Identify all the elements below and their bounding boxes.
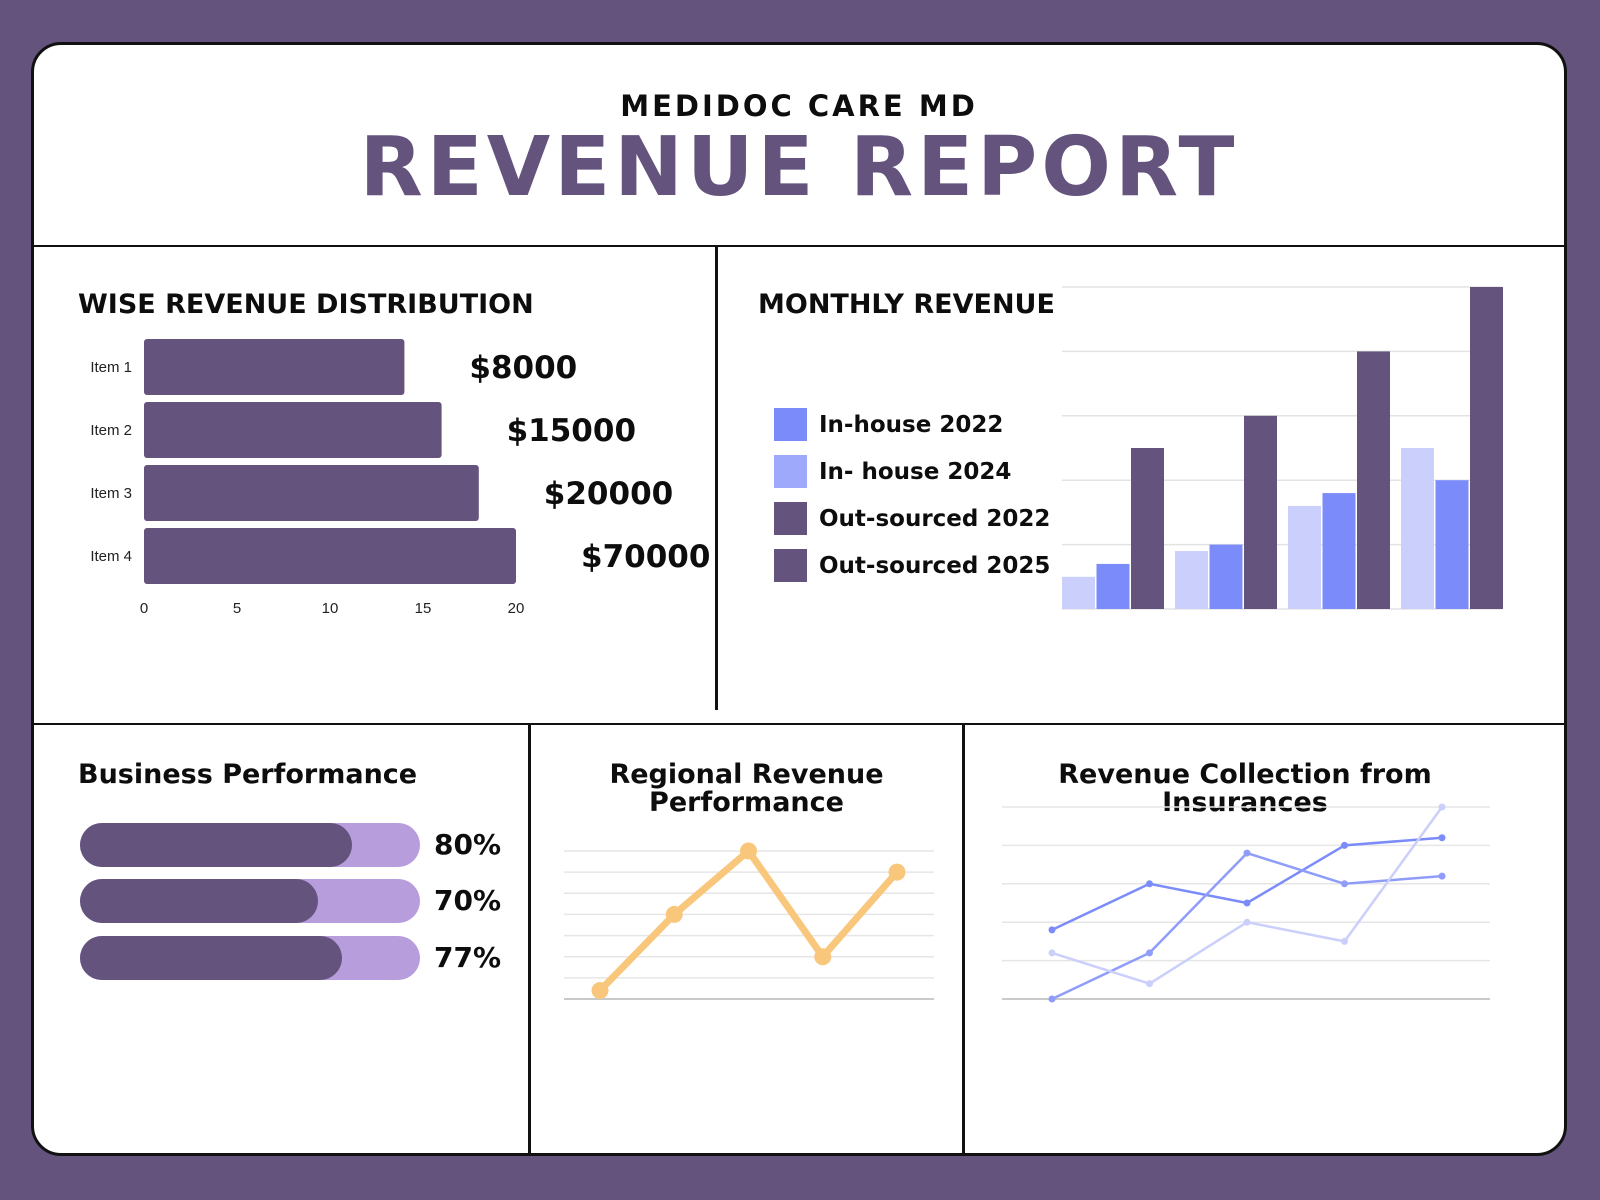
data-point <box>1243 849 1251 857</box>
data-point <box>1146 880 1153 888</box>
legend-label: Out-sourced 2025 <box>819 552 1051 579</box>
data-point <box>1341 880 1348 888</box>
legend-item: In-house 2022 <box>774 401 1050 448</box>
data-point <box>1438 803 1446 811</box>
progress-bar <box>80 879 420 923</box>
data-point <box>1341 841 1348 849</box>
series-line <box>1051 851 1443 1001</box>
data-point <box>1048 926 1056 934</box>
top-column-divider <box>715 246 718 710</box>
company-name: MEDIDOC CARE MD <box>620 89 978 123</box>
progress-label: 77% <box>434 941 502 974</box>
tick-label: 10 <box>322 600 339 617</box>
tick-label: 5 <box>233 600 241 617</box>
data-point <box>1243 918 1251 926</box>
bar <box>144 402 442 458</box>
insurance-title-line1: Revenue Collection from <box>1058 759 1432 790</box>
data-point <box>888 863 906 881</box>
data-point <box>1341 937 1348 945</box>
bar <box>1062 576 1095 609</box>
insurance-title-line2: Insurances <box>1162 787 1328 818</box>
progress-label: 80% <box>434 828 502 861</box>
bar <box>1175 551 1208 609</box>
bar <box>1131 448 1164 609</box>
data-point <box>1438 872 1446 880</box>
legend-swatch <box>774 549 807 582</box>
middle-divider <box>34 723 1564 725</box>
monthly-title: MONTHLY REVENUE <box>758 289 1055 320</box>
bar <box>144 465 479 521</box>
regional-title-line2: Performance <box>649 787 844 818</box>
legend-swatch <box>774 455 807 488</box>
progress-fill <box>80 879 318 923</box>
legend-item: Out-sourced 2025 <box>774 542 1050 589</box>
bar <box>144 528 516 584</box>
tick-label: 20 <box>508 600 525 617</box>
regional-title: Regional Revenue Performance <box>531 761 962 817</box>
data-label: $8000 <box>469 350 577 386</box>
bar <box>1096 563 1130 609</box>
report-header: MEDIDOC CARE MD REVENUE REPORT <box>34 45 1564 251</box>
data-point <box>665 905 683 923</box>
legend-label: Out-sourced 2022 <box>819 505 1051 532</box>
legend-swatch <box>774 408 807 441</box>
distribution-chart: Item 1 $8000 Item 2 $15000 Item 3 $20000 Item … <box>90 339 710 617</box>
report-title: REVENUE REPORT <box>359 120 1239 215</box>
category-label: Item 3 <box>90 485 132 502</box>
bar <box>1470 287 1503 609</box>
series-line <box>1051 806 1444 985</box>
header-divider <box>34 245 1564 247</box>
data-label: $20000 <box>544 476 673 512</box>
data-point <box>1048 995 1056 1003</box>
data-point <box>591 982 609 1000</box>
bar <box>1322 493 1356 609</box>
data-point <box>1243 899 1251 907</box>
category-label: Item 4 <box>90 548 132 565</box>
legend-label: In-house 2022 <box>819 411 1004 438</box>
report-card: MEDIDOC CARE MD REVENUE REPORT WISE REVE… <box>31 42 1567 1156</box>
data-label: $70000 <box>581 539 710 575</box>
distribution-title: WISE REVENUE DISTRIBUTION <box>78 289 534 320</box>
data-point <box>814 948 832 966</box>
bar <box>1401 448 1434 609</box>
progress-fill <box>80 936 342 980</box>
monthly-legend: In-house 2022 In- house 2024 Out-sourced… <box>774 401 1050 589</box>
data-point <box>1146 949 1153 957</box>
bar <box>1435 480 1469 609</box>
bar <box>1288 505 1321 609</box>
category-label: Item 2 <box>90 422 132 439</box>
legend-item: Out-sourced 2022 <box>774 495 1050 542</box>
regional-chart <box>564 842 934 1000</box>
performance-title: Business Performance <box>78 759 418 790</box>
data-point <box>1146 980 1153 988</box>
monthly-chart <box>1062 286 1503 610</box>
legend-swatch <box>774 502 807 535</box>
bottom-divider-right <box>962 724 965 1153</box>
progress-bar <box>80 823 420 867</box>
insurance-title: Revenue Collection from Insurances <box>965 761 1525 817</box>
progress-fill <box>80 823 352 867</box>
legend-label: In- house 2024 <box>819 458 1012 485</box>
data-point <box>1438 834 1446 842</box>
bar <box>1209 544 1243 609</box>
progress-bar <box>80 936 420 980</box>
tick-label: 15 <box>415 600 432 617</box>
regional-title-line1: Regional Revenue <box>609 759 884 790</box>
bar <box>144 339 405 395</box>
bottom-divider-left <box>528 724 531 1153</box>
bar <box>1357 351 1390 609</box>
tick-label: 0 <box>140 600 148 617</box>
bar <box>1244 415 1277 609</box>
insurance-chart <box>1002 803 1490 1003</box>
data-point <box>1048 949 1056 957</box>
progress-label: 70% <box>434 884 502 917</box>
data-point <box>740 842 757 860</box>
legend-item: In- house 2024 <box>774 448 1050 495</box>
data-label: $15000 <box>507 413 636 449</box>
category-label: Item 1 <box>90 359 132 376</box>
